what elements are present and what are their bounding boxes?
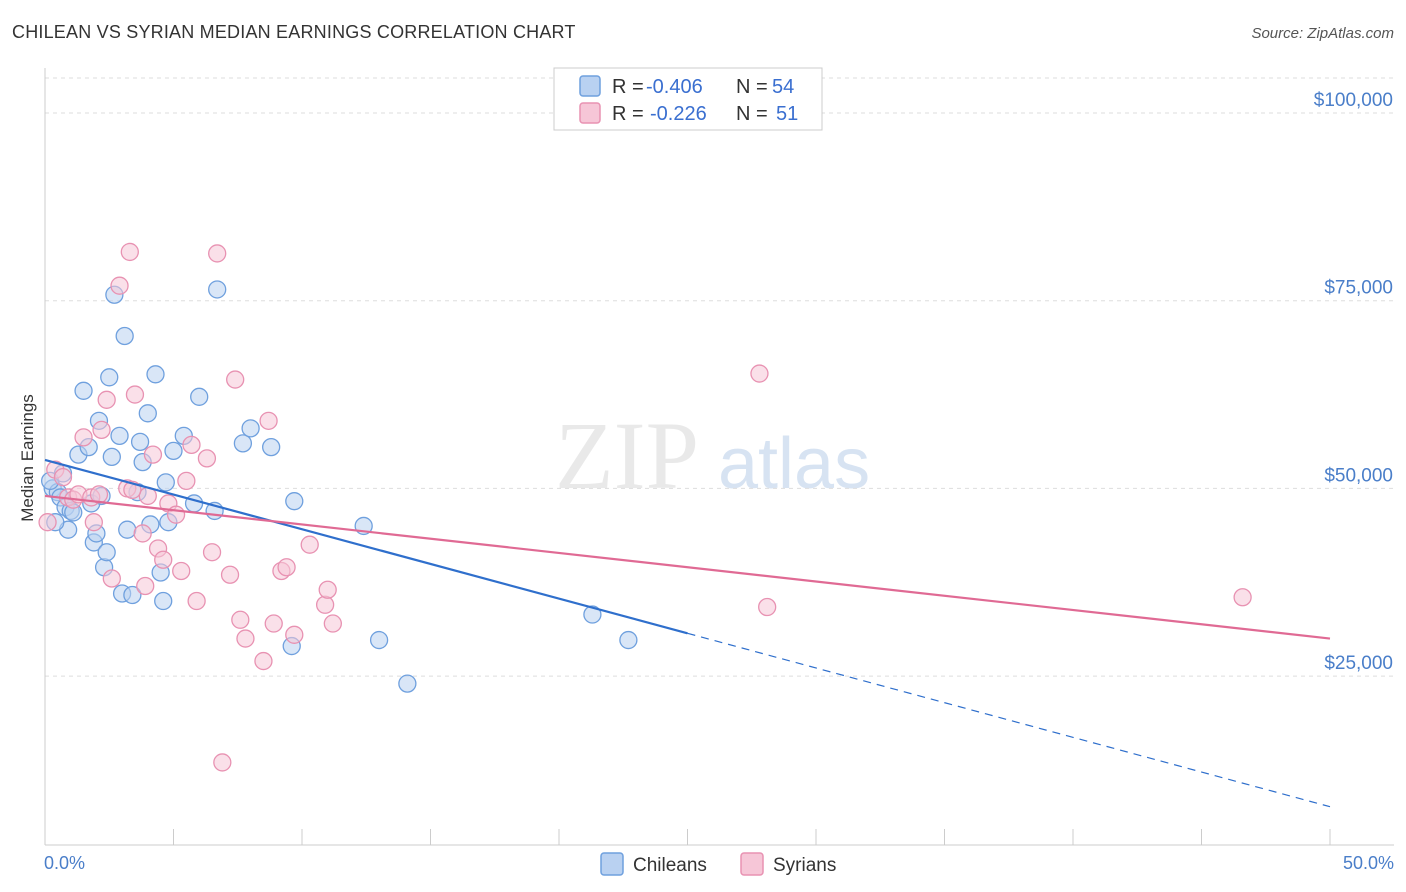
point-chileans-18 (102, 447, 121, 467)
legend-n-label-syrians: N = (736, 103, 768, 125)
point-syrians-0 (38, 513, 57, 532)
point-chileans-50 (619, 630, 638, 650)
legend-n-value-chileans: 54 (772, 76, 794, 98)
trend-line-chileans (44, 458, 688, 635)
point-syrians-17 (133, 524, 152, 543)
point-syrians-48 (758, 597, 777, 617)
point-syrians-45 (318, 580, 337, 599)
point-syrians-11 (97, 390, 116, 409)
point-syrians-35 (231, 610, 250, 629)
point-syrians-25 (172, 561, 191, 581)
trend-line-extension-chileans (687, 632, 1331, 808)
watermark-atlas: atlas (718, 424, 870, 504)
bottom-legend-swatch-syrians (740, 852, 764, 876)
trend-layer (44, 458, 1331, 808)
point-chileans-8 (74, 381, 93, 400)
point-syrians-6 (74, 428, 93, 447)
point-syrians-33 (220, 565, 240, 584)
point-chileans-35 (164, 441, 183, 461)
point-syrians-16 (125, 385, 145, 404)
point-chileans-17 (100, 368, 119, 387)
point-chileans-22 (115, 326, 134, 346)
point-syrians-29 (197, 449, 217, 468)
grid-layer (45, 77, 1394, 677)
legend-r-value-chileans: -0.406 (646, 76, 703, 98)
legend-swatch-syrians (579, 102, 601, 124)
point-syrians-32 (213, 753, 232, 772)
point-syrians-49 (1233, 588, 1252, 607)
y-tick-label-0: $25,000 (1324, 653, 1393, 674)
trend-line-syrians (44, 494, 1331, 640)
point-syrians-20 (143, 445, 163, 464)
point-syrians-30 (202, 543, 222, 562)
point-syrians-31 (208, 244, 227, 263)
point-syrians-44 (315, 595, 335, 614)
point-syrians-39 (264, 614, 283, 633)
point-chileans-49 (583, 605, 602, 624)
legend-swatch-chileans (579, 75, 601, 97)
point-syrians-10 (92, 420, 111, 439)
chart-source: Source: ZipAtlas.com (1251, 25, 1394, 42)
bottom-legend-swatch-chileans (600, 852, 624, 876)
axis-layer (44, 68, 1394, 846)
point-syrians-41 (277, 558, 296, 577)
point-chileans-23 (118, 520, 137, 539)
top-legend: R = -0.406 N = 54 R = -0.226 N = 51 (553, 67, 823, 131)
point-syrians-22 (154, 550, 173, 569)
x-tick-label-min: 0.0% (44, 853, 85, 873)
point-syrians-12 (102, 569, 121, 588)
chart-title: CHILEAN VS SYRIAN MEDIAN EARNINGS CORREL… (12, 22, 576, 42)
point-chileans-26 (130, 432, 150, 452)
point-chileans-45 (285, 492, 304, 511)
legend-r-label-chileans: R = (612, 76, 644, 98)
point-syrians-28 (187, 591, 206, 611)
y-axis-label: Median Earnings (18, 394, 37, 522)
point-syrians-27 (182, 435, 201, 455)
point-chileans-33 (156, 473, 175, 492)
point-syrians-43 (300, 535, 319, 554)
y-tick-label-3: $100,000 (1314, 90, 1393, 111)
point-syrians-37 (254, 651, 273, 671)
point-chileans-20 (110, 426, 129, 446)
point-chileans-43 (262, 437, 281, 457)
point-syrians-42 (285, 625, 304, 644)
legend-n-value-syrians: 51 (776, 103, 798, 125)
point-chileans-32 (154, 591, 173, 611)
y-tick-label-2: $75,000 (1324, 278, 1393, 299)
x-tick-marks (44, 829, 1331, 845)
legend-n-label-chileans: N = (736, 76, 768, 98)
bottom-legend-label-chileans: Chileans (633, 855, 707, 876)
x-tick-label-max: 50.0% (1343, 853, 1394, 873)
point-chileans-38 (190, 387, 209, 406)
watermark-zip: ZIP (555, 402, 699, 509)
point-chileans-48 (398, 674, 417, 693)
point-syrians-18 (136, 576, 155, 596)
point-chileans-30 (146, 365, 165, 384)
point-chileans-28 (138, 404, 157, 423)
point-chileans-41 (233, 434, 253, 453)
point-syrians-38 (259, 411, 278, 430)
point-syrians-13 (110, 276, 129, 295)
point-chileans-40 (208, 280, 227, 299)
point-syrians-47 (750, 364, 769, 383)
legend-r-label-syrians: R = (612, 103, 644, 125)
point-chileans-42 (241, 419, 260, 438)
point-chileans-16 (97, 543, 116, 562)
y-tick-label-1: $50,000 (1324, 465, 1393, 486)
bottom-legend: Chileans Syrians (600, 852, 836, 876)
bottom-legend-label-syrians: Syrians (773, 855, 836, 876)
point-syrians-26 (177, 471, 196, 491)
point-syrians-15 (120, 242, 139, 262)
point-syrians-46 (323, 614, 342, 633)
legend-r-value-syrians: -0.226 (650, 103, 707, 125)
point-syrians-8 (84, 513, 103, 532)
point-syrians-36 (236, 629, 255, 648)
point-chileans-47 (369, 630, 389, 650)
point-syrians-2 (53, 467, 73, 487)
y-tick-labels: $25,000 $50,000 $75,000 $100,000 (1314, 90, 1393, 674)
point-chileans-24 (123, 585, 142, 605)
point-syrians-34 (226, 370, 245, 389)
